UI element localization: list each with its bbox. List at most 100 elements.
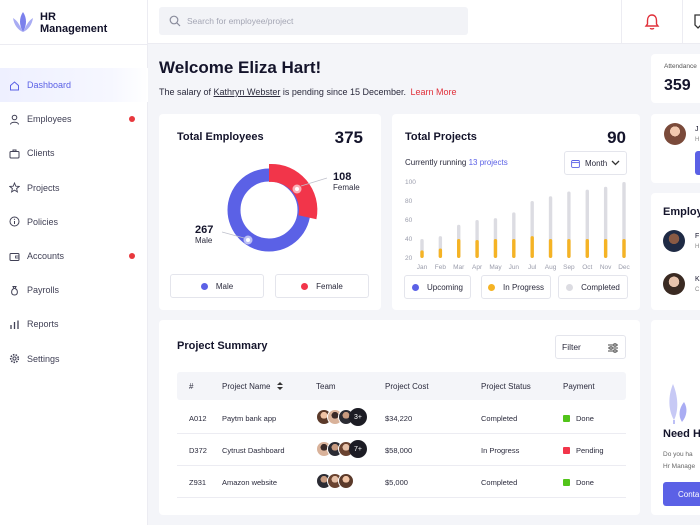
bar-in-progress-may[interactable] [493,239,498,258]
bar-in-progress-mar[interactable] [457,239,461,258]
period-select-value: Month [585,158,608,168]
col-payment: Payment [563,382,595,391]
request-name-initial: J [695,126,699,133]
table-row[interactable]: A012 Paytm bank app 3+ $34,220 Completed Done [177,403,626,434]
avatar [663,230,685,252]
table-row[interactable]: D372 Cytrust Dashboard 7+ $58,000 In Progres… [177,435,626,466]
sidebar-item-policies[interactable]: Policies [0,205,148,239]
sidebar-item-projects[interactable]: Projects [0,171,148,205]
attendance-card[interactable] [651,54,700,103]
team-avatars[interactable] [316,473,354,493]
payment-status: Done [563,414,594,423]
app-logo[interactable]: HR Management [10,10,107,36]
sliders-icon [608,343,618,353]
project-summary-title: Project Summary [177,340,268,352]
contact-button-label: Conta [678,489,700,499]
learn-more-link[interactable]: Learn More [410,87,457,97]
sidebar-item-reports[interactable]: Reports [0,307,148,341]
payment-status: Pending [563,446,604,455]
bar-in-progress-jun[interactable] [512,239,516,258]
sidebar-item-label: Employees [27,114,72,125]
legend-female-button[interactable]: Female [275,274,369,298]
contact-button[interactable]: Conta [663,482,700,506]
sidebar-item-label: Dashboard [27,80,72,91]
y-tick-label: 60 [405,217,413,224]
project-name[interactable]: Amazon website [222,478,278,487]
sort-icon [276,382,283,390]
team-avatars[interactable]: 3+ [316,408,367,429]
avatar [664,123,686,145]
project-status: In Progress [481,446,520,455]
payment-status-icon [563,415,570,422]
total-employees-count: 375 [334,128,363,147]
project-id: Z931 [189,478,207,487]
legend-upcoming-button[interactable]: Upcoming [404,275,471,299]
team-avatars[interactable]: 7+ [316,440,367,461]
legend-upcoming-label: Upcoming [426,282,463,292]
donut-female-segment [269,163,318,220]
bar-in-progress-jan[interactable] [420,250,424,258]
request-action-button[interactable] [695,151,700,175]
notification-bell-icon[interactable] [642,12,662,32]
bar-in-progress-apr[interactable] [475,239,479,258]
sidebar: HR Management Dashboard Employees Clients P… [0,0,148,525]
bar-in-progress-oct[interactable] [585,239,589,258]
sidebar-item-label: Accounts [27,251,65,262]
team-more-badge[interactable]: 7+ [349,440,367,458]
sidebar-item-clients[interactable]: Clients [0,136,148,170]
project-id: D372 [189,446,207,455]
project-cost: $58,000 [385,446,413,455]
chevron-down-icon [611,160,620,166]
bar-in-progress-jul[interactable] [530,236,534,258]
bar-in-progress-dec[interactable] [622,239,626,258]
message-icon[interactable] [693,13,700,31]
running-projects-link[interactable]: 13 projects [468,158,508,167]
employee2-sub: C [695,287,700,293]
attendance-value: 359 [664,77,691,94]
table-row[interactable]: Z931 Amazon website $5,000 Completed Done [177,467,626,498]
search-input[interactable] [187,16,447,26]
total-employees-title: Total Employees [177,131,264,143]
filter-label: Filter [562,342,581,352]
x-tick-label: Feb [435,264,447,271]
bar-completed-dec[interactable] [622,182,626,258]
period-select[interactable]: Month [564,151,627,175]
sidebar-item-accounts[interactable]: Accounts [0,239,148,273]
sidebar-item-dashboard[interactable]: Dashboard [0,68,148,103]
bar-in-progress-aug[interactable] [548,239,553,258]
legend-in-progress-button[interactable]: In Progress [481,275,551,299]
sidebar-item-payrolls[interactable]: Payrolls [0,273,148,307]
employee-name-link[interactable]: Kathryn Webster [213,87,281,97]
bar-in-progress-sep[interactable] [567,239,571,258]
y-tick-label: 100 [405,179,416,186]
x-tick-label: Dec [618,264,630,271]
project-name[interactable]: Paytm bank app [222,414,277,423]
search-box[interactable] [159,7,468,35]
x-tick-label: Mar [453,264,465,271]
project-name[interactable]: Cytrust Dashboard [222,446,285,455]
x-tick-label: Jul [528,264,537,271]
payment-status-icon [563,479,570,486]
project-status: Completed [481,414,518,423]
top-bar [148,0,700,44]
legend-female-label: Female [316,281,343,291]
avatar [663,273,685,295]
bar-in-progress-nov[interactable] [603,239,608,258]
bar-in-progress-feb[interactable] [438,248,443,259]
sidebar-item-employees[interactable]: Employees [0,102,148,136]
app-title-line1: HR [40,11,56,23]
topbar-divider [621,0,622,44]
project-cost: $5,000 [385,478,408,487]
filter-button[interactable]: Filter [555,335,626,359]
legend-completed-button[interactable]: Completed [558,275,628,299]
salary-notice-pre: The salary of [159,87,214,97]
money-bag-icon [9,285,20,296]
team-more-badge[interactable]: 3+ [349,408,367,426]
running-pre: Currently running [405,158,469,167]
x-tick-label: May [489,264,502,271]
employee1-sub: H [695,244,700,250]
col-project-name[interactable]: Project Name [222,382,283,391]
legend-male-button[interactable]: Male [170,274,264,298]
sidebar-item-settings[interactable]: Settings [0,342,148,376]
attendance-label: Attendance [664,63,697,70]
